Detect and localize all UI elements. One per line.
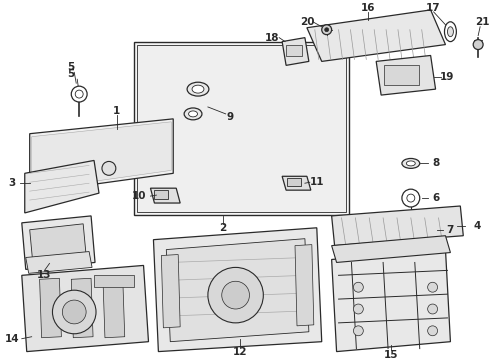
- Polygon shape: [332, 206, 464, 246]
- Text: 21: 21: [475, 17, 490, 27]
- Text: 4: 4: [473, 221, 481, 231]
- Polygon shape: [22, 265, 148, 352]
- Text: 14: 14: [4, 334, 19, 344]
- Bar: [286, 45, 302, 57]
- Polygon shape: [332, 249, 450, 352]
- Bar: [384, 66, 419, 85]
- Bar: [94, 275, 134, 287]
- Polygon shape: [150, 188, 180, 203]
- Text: 1: 1: [113, 106, 121, 116]
- Circle shape: [71, 86, 87, 102]
- Circle shape: [322, 25, 332, 35]
- Ellipse shape: [192, 85, 204, 93]
- Text: 20: 20: [299, 17, 314, 27]
- Text: 18: 18: [265, 33, 279, 42]
- Ellipse shape: [444, 22, 456, 42]
- Text: 3: 3: [8, 178, 16, 188]
- Text: 8: 8: [432, 158, 439, 168]
- Circle shape: [325, 28, 329, 32]
- Polygon shape: [71, 278, 93, 338]
- Text: 7: 7: [447, 225, 454, 235]
- Circle shape: [407, 194, 415, 202]
- Circle shape: [353, 282, 363, 292]
- Circle shape: [222, 281, 249, 309]
- Ellipse shape: [187, 82, 209, 96]
- Text: 6: 6: [432, 193, 439, 203]
- Text: 5: 5: [68, 62, 75, 72]
- Text: 19: 19: [441, 72, 455, 82]
- Text: 12: 12: [232, 347, 247, 357]
- Text: 11: 11: [310, 177, 324, 187]
- Polygon shape: [166, 239, 309, 342]
- Polygon shape: [103, 278, 125, 338]
- Circle shape: [208, 267, 263, 323]
- Ellipse shape: [447, 27, 453, 37]
- Circle shape: [353, 326, 363, 336]
- Polygon shape: [295, 245, 314, 326]
- Text: 17: 17: [426, 3, 441, 13]
- Polygon shape: [25, 161, 99, 213]
- Text: 9: 9: [226, 112, 233, 122]
- Circle shape: [402, 189, 420, 207]
- Bar: [287, 178, 301, 186]
- Polygon shape: [282, 176, 311, 190]
- Bar: [154, 190, 168, 199]
- Circle shape: [473, 40, 483, 50]
- Ellipse shape: [189, 111, 197, 117]
- Polygon shape: [282, 38, 309, 66]
- Text: 15: 15: [384, 350, 398, 360]
- Bar: [134, 42, 349, 215]
- Polygon shape: [161, 255, 180, 328]
- Polygon shape: [376, 55, 436, 95]
- Polygon shape: [30, 119, 173, 193]
- Text: 16: 16: [361, 3, 375, 13]
- Polygon shape: [40, 278, 61, 338]
- Polygon shape: [32, 122, 171, 190]
- Circle shape: [428, 282, 438, 292]
- Polygon shape: [307, 10, 445, 62]
- Circle shape: [62, 300, 86, 324]
- Circle shape: [428, 326, 438, 336]
- Polygon shape: [153, 228, 322, 352]
- Polygon shape: [30, 224, 86, 261]
- Circle shape: [102, 161, 116, 175]
- Circle shape: [353, 304, 363, 314]
- Ellipse shape: [406, 161, 416, 166]
- Polygon shape: [26, 252, 92, 273]
- Polygon shape: [388, 223, 441, 238]
- Text: 10: 10: [131, 191, 146, 201]
- Circle shape: [428, 304, 438, 314]
- Polygon shape: [332, 236, 450, 262]
- Ellipse shape: [184, 108, 202, 120]
- Bar: [137, 45, 346, 212]
- Circle shape: [75, 90, 83, 98]
- Text: 5: 5: [68, 69, 75, 79]
- Circle shape: [52, 290, 96, 334]
- Polygon shape: [22, 216, 95, 269]
- Text: 2: 2: [219, 223, 226, 233]
- Ellipse shape: [402, 158, 420, 168]
- Text: 13: 13: [37, 270, 52, 280]
